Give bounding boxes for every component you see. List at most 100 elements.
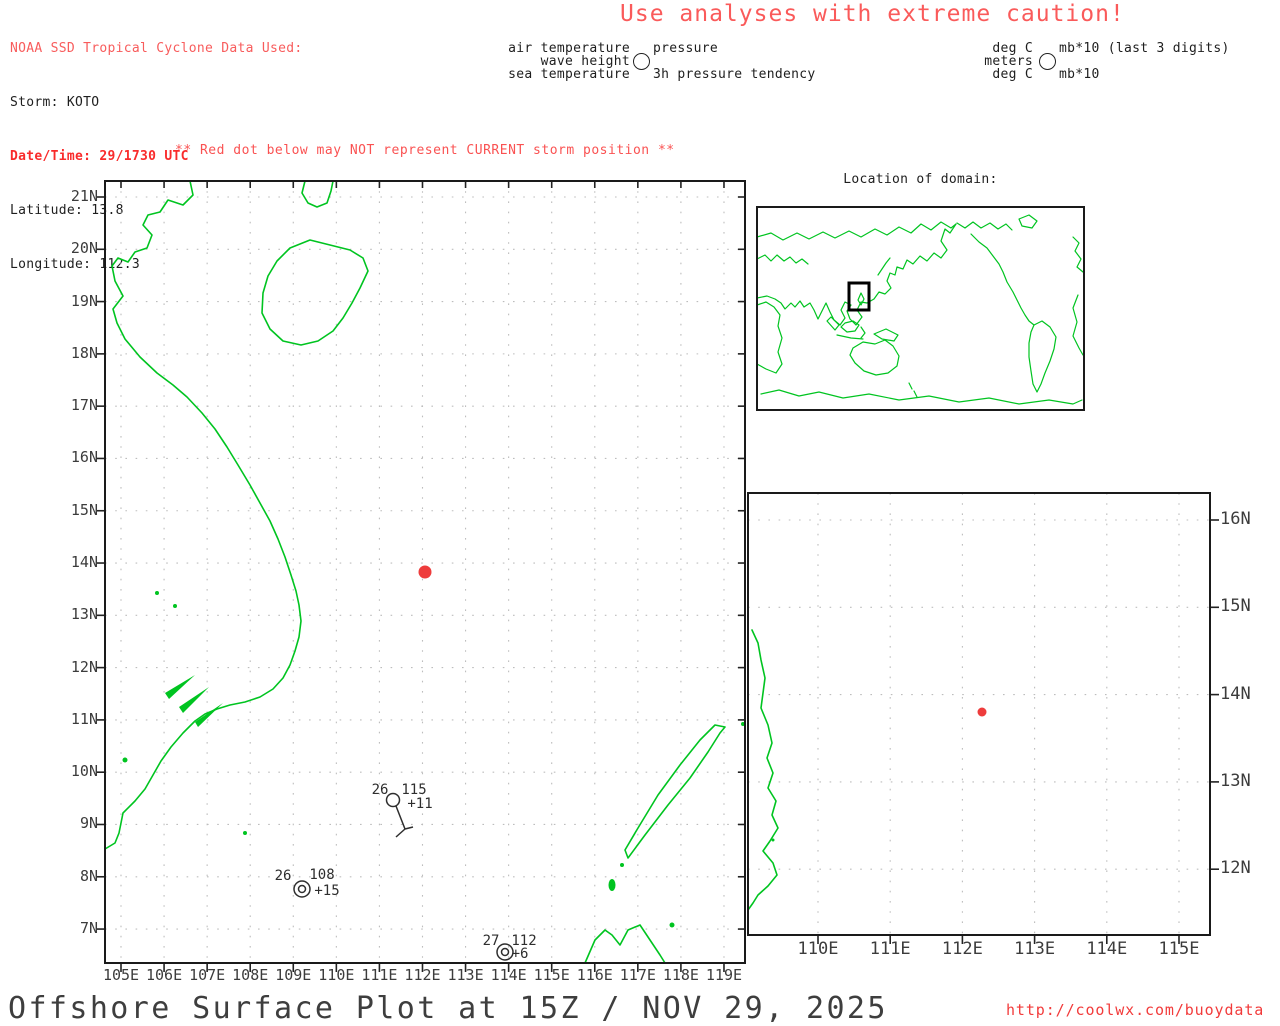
station-air-temp: 26 [275,868,292,884]
main-map-lat-label: 11N [70,709,98,728]
main-map-lat-label: 14N [70,553,98,572]
station-pressure: 112 [511,933,536,949]
zoom-map-lon-label: 111E [869,939,911,959]
world-coastlines [756,214,1084,405]
legend-air-temperature-label: air temperature [508,41,630,56]
main-map-canvas: 26 115 +11 26 108 +15 27 112 +6 [96,180,746,972]
vietnam-coastline [747,629,779,911]
main-map-lon-label: 111E [361,966,398,984]
noaa-data-line: NOAA SSD Tropical Cyclone Data Used: [10,41,303,56]
legend-unit-pressure-label: mb*10 (last 3 digits) [1059,41,1230,56]
station-pressure: 108 [309,867,334,883]
station-tendency: +15 [314,883,339,899]
zoom-map-frame [747,492,1211,936]
main-map-gridlines [96,181,745,972]
zoom-map-lon-label: 110E [797,939,839,959]
zoom-map-canvas [747,492,1219,944]
zoom-map-lat-label: 16N [1220,509,1251,529]
zoom-map-lat-label: 14N [1220,683,1251,704]
main-map-lon-label: 117E [619,966,656,984]
borneo-coastline [584,924,666,964]
calm-wind-icon [297,884,307,894]
storm-datetime-line: Date/Time: 29/1730 UTC [10,149,189,164]
main-map-lat-label: 18N [70,343,98,362]
caution-headline: Use analyses with extreme caution! [620,1,1125,27]
zoom-map-lon-label: 114E [1086,939,1128,959]
station-air-temp: 27 [483,933,500,949]
station-air-temp: 26 [372,782,389,798]
station-plot: 26 115 +11 [372,782,433,838]
main-map-lon-label: 116E [576,966,613,984]
main-map-lat-label: 21N [70,187,98,205]
zoom-map-lat-label: 13N [1220,770,1251,791]
legend-wave-height-label: wave height [540,54,630,69]
main-map-lat-label: 12N [70,657,98,676]
main-map-lon-label: 105E [102,966,140,984]
main-map-lat-label: 7N [79,919,98,938]
domain-location-box [847,281,871,312]
station-tendency: +6 [512,946,529,962]
main-map-lat-label: 17N [70,396,98,415]
legend-unit-wave-label: meters [984,54,1033,69]
mekong-delta-islets [165,675,223,727]
main-map-lon-label: 106E [146,966,183,984]
zoom-map-lat-label: 12N [1220,858,1251,879]
source-url: http://coolwx.com/buoydata [1006,1001,1265,1019]
station-pressure: 115 [401,782,426,798]
plot-title: Offshore Surface Plot at 15Z / NOV 29, 2… [8,991,888,1026]
station-plot: 26 108 +15 [275,867,340,899]
zoom-map-lat-label: 15N [1220,596,1251,617]
main-map-lon-label: 115E [533,966,570,984]
main-map-lat-label: 13N [70,605,98,624]
main-map-lon-label: 114E [490,966,527,984]
main-map-lon-label: 108E [232,966,269,984]
inset-title: Location of domain: [843,172,998,187]
legend-sea-temperature-label: sea temperature [508,67,630,82]
storm-position-warning: ** Red dot below may NOT represent CURRE… [175,143,675,158]
main-map-lat-label: 8N [79,866,98,885]
station-circle-icon [1039,53,1056,70]
legend-unit-sea-label: deg C [992,67,1033,82]
main-map-lon-label: 107E [189,966,226,984]
world-inset-map [756,206,1085,411]
main-map-lat-label: 10N [70,762,98,781]
main-map-lon-label: 112E [404,966,441,984]
small-islands [122,591,745,928]
hainan-island-coastline [261,239,369,346]
small-island [771,838,775,842]
main-map-lat-label: 20N [70,239,98,258]
palawan-island-coastline [624,724,726,859]
station-circle-icon [633,53,650,70]
vietnam-coastline [104,180,302,850]
main-map-lat-label: 9N [79,814,98,833]
storm-latitude-line: Latitude: 13.8 [10,203,124,218]
main-map-lat-label: 15N [70,500,98,519]
zoom-map-lon-label: 112E [941,939,983,959]
zoom-map-gridlines [748,493,1219,944]
main-map-lon-label: 119E [705,966,743,984]
wind-barb-icon [395,805,414,838]
leizhou-peninsula-coastline [301,180,334,208]
main-map-frame [104,180,746,964]
storm-position-dot [418,565,432,579]
storm-name-line: Storm: KOTO [10,95,100,110]
main-map-lon-label: 113E [447,966,484,984]
main-map-lat-label: 16N [70,448,98,467]
station-plot: 27 112 +6 [483,933,537,962]
main-map-lon-label: 118E [662,966,699,984]
main-map-lon-label: 110E [318,966,355,984]
storm-info-block: NOAA SSD Tropical Cyclone Data Used: Sto… [10,4,303,292]
main-map-lon-label: 109E [275,966,312,984]
calm-wind-icon [500,947,510,957]
legend-unit-air-label: deg C [992,41,1033,56]
legend-pressure-tendency-label: 3h pressure tendency [653,67,816,82]
zoom-map-lon-label: 113E [1014,939,1056,959]
main-map-lat-label: 19N [70,291,98,310]
legend-pressure-label: pressure [653,41,719,56]
inset-frame [756,206,1085,411]
station-tendency: +11 [407,796,432,812]
zoom-map-lon-label: 115E [1158,939,1200,959]
legend-unit-tendency-label: mb*10 [1059,67,1100,82]
storm-position-dot [977,707,987,717]
